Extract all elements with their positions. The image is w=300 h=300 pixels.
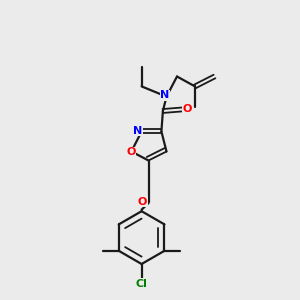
Text: N: N — [160, 90, 169, 100]
Text: N: N — [134, 126, 142, 136]
Text: O: O — [138, 196, 147, 207]
Text: O: O — [126, 147, 136, 157]
Text: Cl: Cl — [136, 279, 148, 289]
Text: O: O — [183, 104, 192, 115]
